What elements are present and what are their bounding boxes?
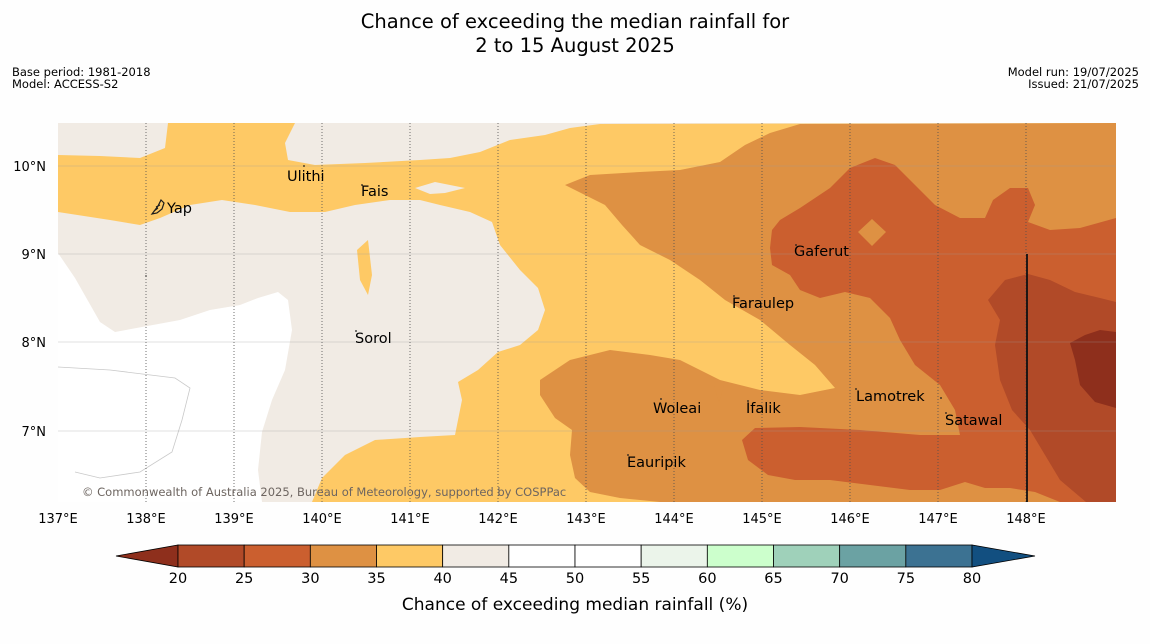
colorbar-tick-labels: 20 25 30 35 40 45 50 55 60 65 70 75 80 [169, 571, 981, 587]
colorbar-tick-label: 25 [235, 571, 253, 587]
longitude-tick-labels: 137°E 138°E 139°E 140°E 141°E 142°E 143°… [38, 512, 1046, 527]
map-title-line1: Chance of exceeding the median rainfall … [360, 10, 790, 33]
lon-tick-label: 144°E [654, 512, 694, 527]
lat-tick-label: 8°N [22, 336, 47, 351]
colorbar-cell [177, 544, 245, 568]
lon-tick-label: 145°E [742, 512, 782, 527]
band-20-25 [988, 274, 1116, 502]
lon-tick-label: 139°E [214, 512, 254, 527]
colorbar-tick-label: 60 [698, 571, 716, 587]
place-label-lamotrek: Lamotrek [856, 389, 925, 405]
meta-left: Base period: 1981-2018 Model: ACCESS-S2 [12, 66, 151, 90]
colorbar-cell [376, 544, 444, 568]
colorbar-cells [177, 544, 973, 568]
place-labels: Yap Ulithi Fais Sorol Gaferut Faraulep W… [166, 169, 1002, 471]
lat-tick-label: 10°N [13, 160, 46, 175]
colorbar-title: Chance of exceeding median rainfall (%) [402, 595, 748, 615]
issued-text: Issued: 21/07/2025 [1028, 77, 1139, 91]
sea-boundary-line [58, 366, 191, 479]
colorbar-tick-label: 50 [566, 571, 584, 587]
place-label-sorol: Sorol [355, 331, 392, 347]
yap-island-outline [150, 198, 165, 215]
place-label-fais: Fais [361, 184, 388, 200]
island-markers [145, 165, 947, 456]
place-label-eauripik: Eauripik [627, 455, 686, 471]
latitude-tick-labels: 10°N 9°N 8°N 7°N [13, 160, 46, 440]
colorbar-tick-label: 35 [367, 571, 385, 587]
band-30-35-diamond [858, 219, 886, 246]
lon-tick-label: 147°E [918, 512, 958, 527]
base-period-text: Base period: 1981-2018 [12, 65, 151, 79]
probability-map [58, 123, 1116, 502]
band-50-55-west [58, 253, 292, 502]
place-label-yap: Yap [166, 201, 192, 217]
colorbar-tick-label: 45 [500, 571, 518, 587]
colorbar-tick-label: 20 [169, 571, 187, 587]
colorbar-tick-label: 40 [433, 571, 451, 587]
lon-tick-label: 146°E [830, 512, 870, 527]
colorbar-cell [508, 544, 576, 568]
lon-tick-label: 143°E [566, 512, 606, 527]
lat-tick-label: 9°N [22, 248, 47, 263]
colorbar-tick-label: 70 [830, 571, 848, 587]
lon-tick-label: 138°E [126, 512, 166, 527]
lon-tick-label: 142°E [478, 512, 518, 527]
colorbar-tick-label: 80 [963, 571, 981, 587]
colorbar-tick-label: 75 [897, 571, 915, 587]
map-title-line2: 2 to 15 August 2025 [475, 34, 675, 57]
place-label-satawal: Satawal [945, 413, 1002, 429]
colorbar-cell [905, 544, 973, 568]
place-label-ifalik: Ifalik [746, 401, 781, 417]
colorbar-cell [243, 544, 311, 568]
place-label-woleai: Woleai [653, 401, 701, 417]
band-45-50-patch [415, 182, 465, 194]
copyright-notice: © Commonwealth of Australia 2025, Bureau… [82, 485, 566, 499]
place-label-faraulep: Faraulep [732, 296, 794, 312]
lon-tick-label: 141°E [390, 512, 430, 527]
place-label-gaferut: Gaferut [794, 244, 849, 260]
colorbar-cell [574, 544, 642, 568]
meta-right: Model run: 19/07/2025 Issued: 21/07/2025 [1008, 66, 1139, 90]
colorbar-high-arrow [971, 544, 1036, 568]
band-below-20 [1070, 330, 1116, 408]
lat-tick-label: 7°N [22, 425, 47, 440]
colorbar-cell [442, 544, 510, 568]
longitude-gridlines [145, 123, 1027, 502]
colorbar-low-arrow [115, 544, 179, 568]
lon-tick-label: 148°E [1006, 512, 1046, 527]
colorbar-cell [309, 544, 377, 568]
colorbar-cell [706, 544, 774, 568]
colorbar: 20 25 30 35 40 45 50 55 60 65 70 75 80 Chance of exc… [115, 544, 1036, 615]
colorbar-tick-label: 65 [764, 571, 782, 587]
model-run-text: Model run: 19/07/2025 [1007, 65, 1139, 79]
lon-tick-label: 137°E [38, 512, 78, 527]
colorbar-cell [773, 544, 841, 568]
place-label-ulithi: Ulithi [287, 169, 325, 185]
model-text: Model: ACCESS-S2 [12, 77, 119, 91]
colorbar-cell [839, 544, 907, 568]
band-30-35-patch [714, 386, 724, 402]
colorbar-cell [640, 544, 708, 568]
lon-tick-label: 140°E [302, 512, 342, 527]
colorbar-tick-label: 55 [632, 571, 650, 587]
colorbar-tick-label: 30 [301, 571, 319, 587]
